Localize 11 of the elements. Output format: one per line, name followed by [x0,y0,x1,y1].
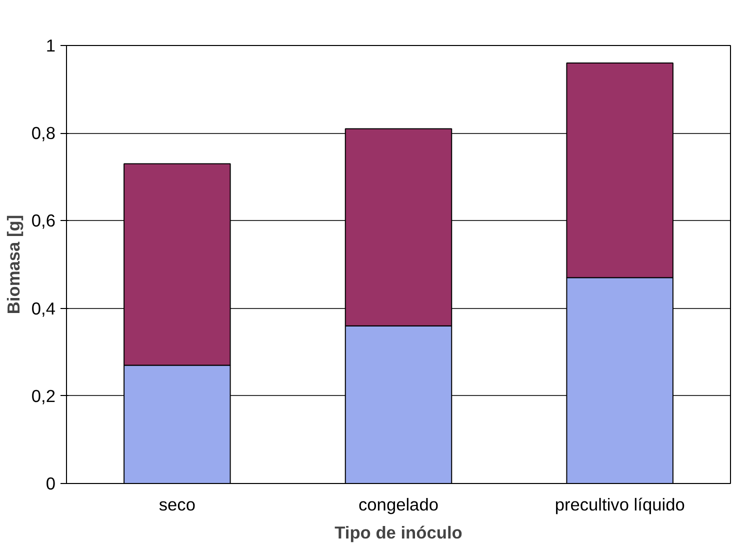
y-tick-label: 1 [46,36,56,56]
y-tick-label: 0,6 [31,210,56,231]
x-tick-label: precultivo líquido [554,494,685,514]
y-tick-label: 0,2 [31,386,56,406]
x-tick-label: congelado [358,494,438,514]
y-tick-label: 0,4 [31,298,56,318]
y-tick-label: 0 [46,474,56,494]
x-axis-title: Tipo de inóculo [334,522,462,542]
y-tick-label: 0,8 [31,123,56,144]
x-tick-label: seco [158,494,196,514]
y-axis-title: Biomasa [g] [3,214,24,314]
